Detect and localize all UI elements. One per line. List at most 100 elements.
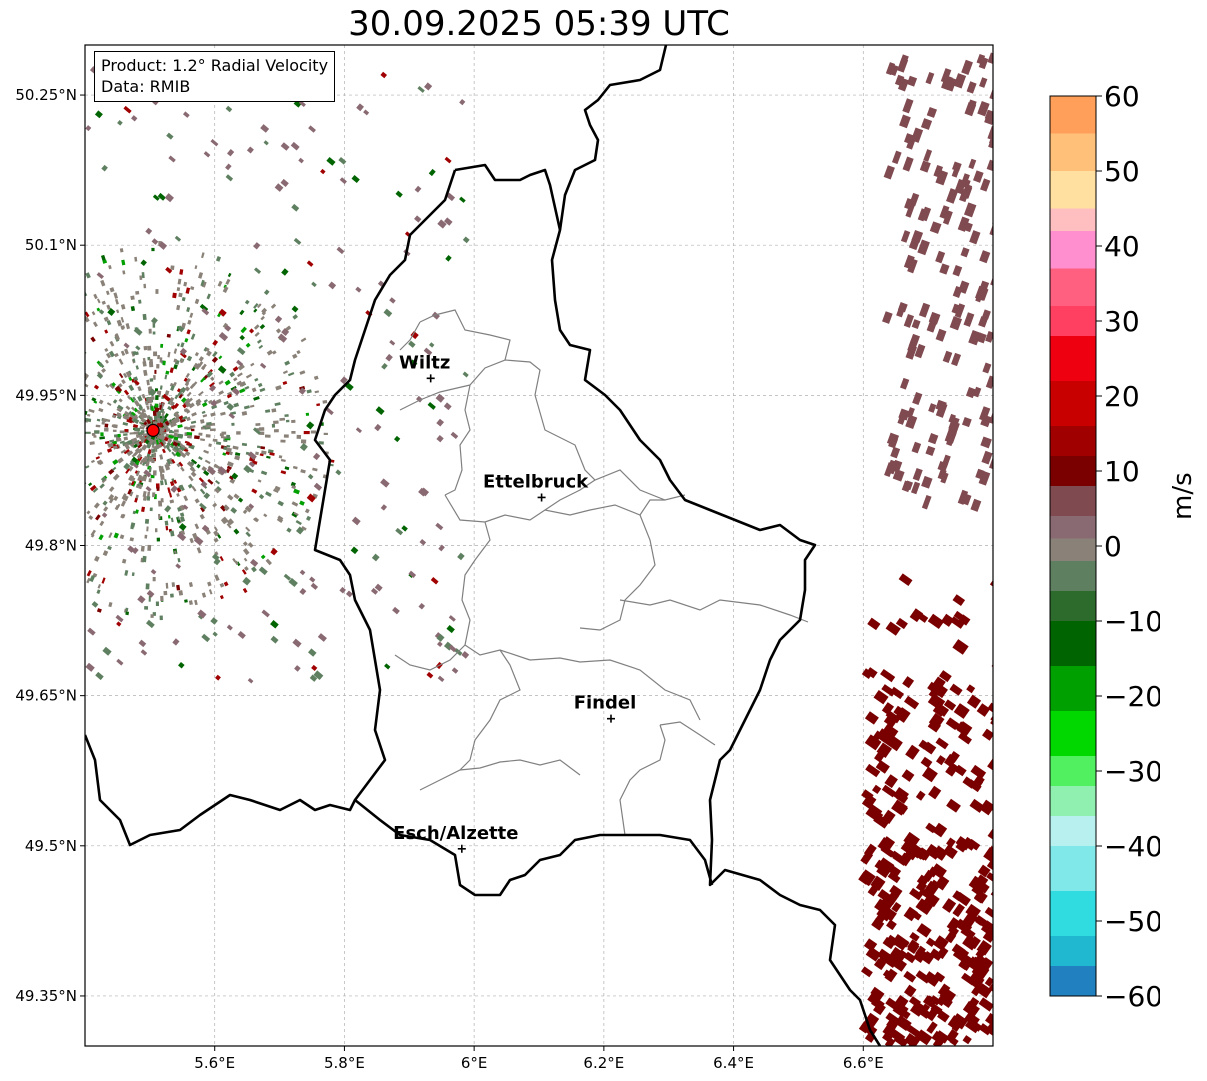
echo-pixel: [381, 362, 388, 370]
echo-pixel: [177, 424, 183, 429]
echo-pixel: [218, 380, 224, 385]
echo-pixel: [290, 481, 296, 487]
echo-pixel: [215, 441, 222, 446]
echo-pixel: [968, 158, 977, 170]
echo-pixel: [67, 349, 72, 354]
echo-pixel: [142, 555, 147, 563]
echo-pixel: [125, 405, 131, 411]
echo-pixel: [208, 399, 213, 404]
echo-pixel: [85, 465, 90, 469]
echo-pixel: [104, 347, 109, 353]
echo-pixel: [177, 433, 184, 438]
echo-pixel: [920, 756, 933, 769]
echo-pixel: [961, 59, 973, 75]
echo-pixel: [9, 348, 13, 352]
echo-pixel: [86, 577, 91, 584]
echo-pixel: [233, 493, 240, 500]
echo-pixel: [46, 346, 52, 352]
echo-pixel: [957, 216, 970, 232]
echo-pixel: [312, 452, 321, 461]
colorbar-segment: [1050, 561, 1096, 592]
echo-pixel: [903, 254, 915, 270]
echo-pixel: [240, 326, 247, 334]
echo-pixel: [144, 400, 149, 406]
echo-pixel: [178, 292, 183, 298]
echo-pixel: [260, 315, 265, 321]
echo-pixel: [971, 883, 986, 897]
echo-pixel: [979, 287, 989, 301]
echo-pixel: [93, 502, 100, 509]
echo-pixel: [133, 379, 140, 386]
echo-pixel: [283, 573, 292, 581]
echo-pixel: [134, 447, 141, 454]
echo-pixel: [443, 402, 452, 411]
echo-pixel: [952, 945, 970, 962]
echo-pixel: [65, 469, 72, 474]
echo-pixel: [226, 402, 235, 411]
echo-pixel: [280, 142, 290, 151]
echo-pixel: [236, 347, 246, 356]
colorbar-tick-label: −30: [1104, 755, 1160, 788]
echo-pixel: [451, 667, 459, 674]
echo-pixel: [180, 358, 184, 364]
echo-pixel: [49, 466, 55, 470]
echo-pixel: [158, 500, 163, 507]
echo-pixel: [284, 414, 289, 418]
echo-pixel: [226, 461, 234, 468]
echo-pixel: [865, 946, 882, 962]
echo-pixel: [276, 517, 284, 523]
echo-pixel: [178, 661, 185, 669]
echo-pixel: [921, 951, 935, 965]
echo-pixel: [200, 377, 206, 383]
echo-pixel: [78, 303, 84, 309]
echo-pixel: [234, 560, 239, 565]
echo-pixel: [79, 520, 84, 525]
echo-pixel: [34, 560, 40, 566]
echo-pixel: [299, 443, 308, 452]
echo-pixel: [946, 188, 959, 204]
echo-pixel: [916, 874, 929, 887]
echo-pixel: [313, 670, 324, 681]
colorbar-segment: [1050, 171, 1096, 209]
echo-pixel: [979, 77, 988, 88]
echo-pixel: [223, 581, 229, 587]
echo-pixel: [280, 439, 286, 443]
echo-pixel: [921, 475, 933, 489]
echo-pixel: [936, 755, 946, 766]
echo-pixel: [902, 676, 915, 689]
echo-pixel: [181, 415, 188, 421]
echo-pixel: [299, 500, 305, 506]
echo-pixel: [173, 411, 179, 416]
echo-pixel: [195, 398, 202, 405]
echo-pixel: [879, 951, 891, 964]
echo-pixel: [234, 455, 241, 461]
echo-pixel: [56, 377, 63, 383]
echo-pixel: [148, 416, 153, 422]
echo-pixel: [251, 488, 258, 494]
echo-pixel: [925, 937, 936, 947]
echo-pixel: [30, 321, 36, 327]
echo-pixel: [274, 429, 279, 433]
echo-pixel: [94, 110, 103, 119]
echo-pixel: [160, 343, 164, 348]
echo-pixel: [138, 299, 142, 304]
echo-pixel: [203, 470, 210, 477]
echo-pixel: [226, 624, 233, 631]
echo-pixel: [193, 536, 204, 546]
echo-pixel: [172, 292, 177, 299]
echo-pixel: [955, 918, 968, 931]
echo-pixel: [66, 413, 70, 416]
echo-pixel: [203, 151, 211, 158]
echo-pixel: [141, 444, 148, 451]
echo-pixel: [115, 333, 120, 339]
echo-pixel: [305, 412, 310, 416]
echo-pixel: [163, 436, 169, 442]
echo-pixel: [174, 439, 182, 445]
echo-pixel: [952, 639, 969, 655]
echo-pixel: [253, 324, 260, 330]
echo-pixel: [164, 193, 174, 203]
echo-pixel: [140, 259, 147, 267]
echo-pixel: [98, 399, 104, 405]
echo-pixel: [949, 316, 963, 331]
colorbar-segment: [1050, 936, 1096, 967]
